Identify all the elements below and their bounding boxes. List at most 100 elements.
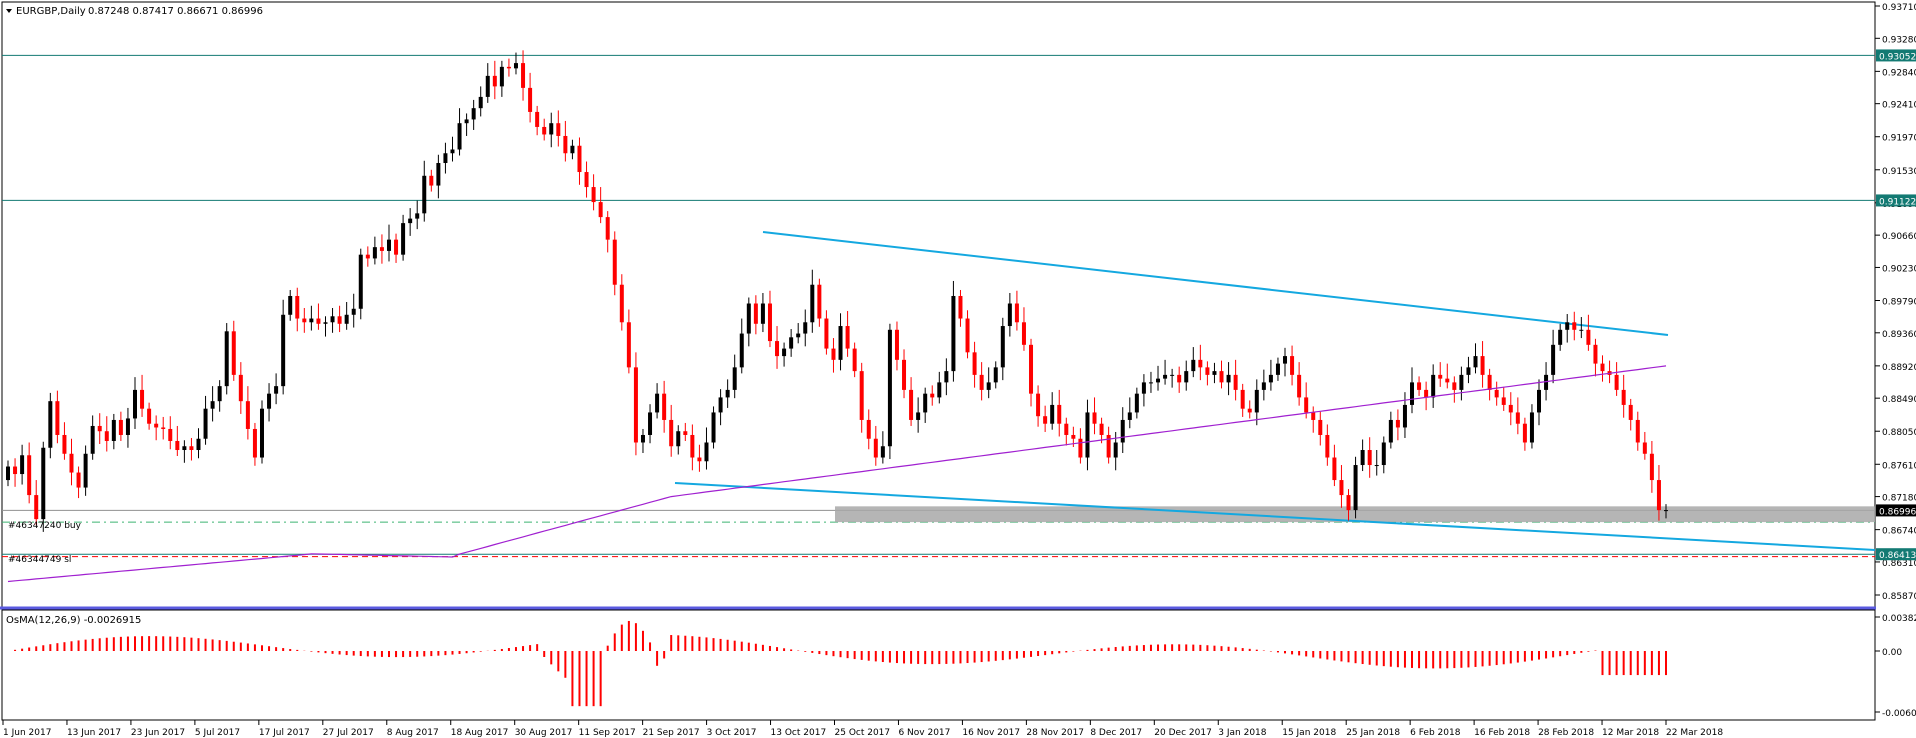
candle[interactable] — [1205, 361, 1210, 386]
candle[interactable] — [55, 390, 60, 444]
candle[interactable] — [1297, 362, 1302, 406]
candle[interactable] — [746, 297, 751, 347]
candle[interactable] — [1374, 450, 1379, 476]
candle[interactable] — [1099, 417, 1104, 444]
candle[interactable] — [528, 72, 533, 123]
candle[interactable] — [556, 110, 561, 147]
candle[interactable] — [683, 422, 688, 441]
candle[interactable] — [429, 169, 434, 192]
candle[interactable] — [669, 404, 674, 457]
candle[interactable] — [27, 442, 32, 504]
candle[interactable] — [535, 105, 540, 136]
candle[interactable] — [274, 373, 279, 405]
candle[interactable] — [394, 233, 399, 263]
candle[interactable] — [379, 234, 384, 264]
candle[interactable] — [1120, 407, 1125, 454]
candle[interactable] — [1635, 411, 1640, 451]
candle[interactable] — [1283, 347, 1288, 377]
candle[interactable] — [817, 278, 822, 327]
candle[interactable] — [760, 292, 765, 333]
triangle-down-icon[interactable] — [6, 9, 12, 13]
candle[interactable] — [577, 137, 582, 185]
candle[interactable] — [471, 99, 476, 130]
candle[interactable] — [782, 342, 787, 367]
candle[interactable] — [753, 295, 758, 335]
candle[interactable] — [591, 174, 596, 211]
candle[interactable] — [1459, 366, 1464, 401]
candle[interactable] — [1198, 344, 1203, 381]
candle[interactable] — [1558, 323, 1563, 351]
candle[interactable] — [358, 248, 363, 320]
candle[interactable] — [1353, 456, 1358, 519]
candle[interactable] — [97, 413, 102, 444]
candle[interactable] — [485, 63, 490, 103]
candle[interactable] — [1318, 411, 1323, 446]
candle[interactable] — [979, 362, 984, 401]
candle[interactable] — [62, 422, 67, 460]
candle[interactable] — [1424, 381, 1429, 411]
candle[interactable] — [1021, 307, 1026, 351]
candle[interactable] — [365, 246, 370, 267]
candle[interactable] — [1212, 362, 1217, 384]
candle[interactable] — [1050, 392, 1055, 430]
candle[interactable] — [1057, 389, 1062, 437]
candle[interactable] — [69, 438, 74, 486]
candle[interactable] — [6, 460, 10, 487]
candle[interactable] — [1085, 399, 1090, 471]
candle[interactable] — [880, 431, 885, 464]
candle[interactable] — [1649, 440, 1654, 493]
candle[interactable] — [887, 323, 892, 460]
candle[interactable] — [1529, 404, 1534, 449]
candle[interactable] — [224, 323, 229, 395]
candle[interactable] — [662, 380, 667, 433]
candle[interactable] — [372, 236, 377, 265]
candle[interactable] — [344, 302, 349, 330]
candle[interactable] — [831, 338, 836, 373]
candle[interactable] — [894, 321, 899, 371]
candle[interactable] — [1438, 362, 1443, 387]
candle[interactable] — [605, 211, 610, 253]
candle[interactable] — [1388, 411, 1393, 449]
channel-upper-line[interactable] — [762, 231, 1669, 336]
candle[interactable] — [478, 86, 483, 117]
candle[interactable] — [1036, 385, 1041, 427]
candle[interactable] — [1621, 374, 1626, 418]
candle[interactable] — [1191, 347, 1196, 378]
candle[interactable] — [648, 404, 653, 444]
candle[interactable] — [1508, 392, 1513, 426]
candle[interactable] — [1219, 360, 1224, 389]
candle[interactable] — [859, 362, 864, 433]
candle[interactable] — [210, 386, 215, 422]
candle[interactable] — [619, 274, 624, 331]
candle[interactable] — [1290, 345, 1295, 386]
candle[interactable] — [1043, 405, 1048, 432]
candle[interactable] — [20, 444, 25, 485]
candle[interactable] — [316, 303, 321, 330]
candle[interactable] — [549, 112, 554, 148]
candle[interactable] — [1339, 465, 1344, 508]
candle[interactable] — [1029, 338, 1034, 407]
candle[interactable] — [873, 425, 878, 466]
candle[interactable] — [41, 441, 46, 532]
candle[interactable] — [351, 293, 356, 328]
candle[interactable] — [1537, 379, 1542, 426]
candle[interactable] — [1247, 400, 1252, 419]
candle[interactable] — [810, 269, 815, 333]
candle[interactable] — [725, 379, 730, 408]
candle[interactable] — [1664, 504, 1668, 519]
candle[interactable] — [443, 142, 448, 174]
candle[interactable] — [796, 323, 801, 344]
candle[interactable] — [492, 60, 497, 100]
candle[interactable] — [1325, 424, 1330, 466]
candle[interactable] — [1494, 381, 1499, 406]
candle[interactable] — [838, 313, 843, 371]
candle[interactable] — [1106, 426, 1111, 464]
candle[interactable] — [1614, 362, 1619, 396]
candle[interactable] — [598, 187, 603, 224]
candle[interactable] — [506, 58, 511, 77]
candle[interactable] — [1304, 382, 1309, 419]
candle[interactable] — [217, 380, 222, 412]
candle[interactable] — [90, 415, 95, 460]
candle[interactable] — [767, 290, 772, 348]
